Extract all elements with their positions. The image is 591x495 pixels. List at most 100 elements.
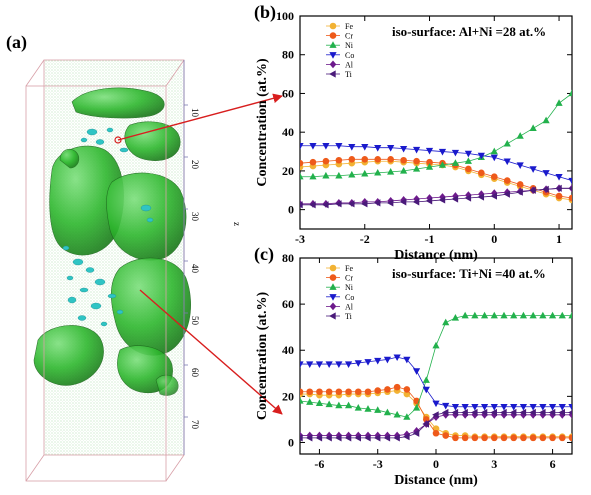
cluster xyxy=(100,321,108,327)
data-point xyxy=(386,199,394,207)
data-point xyxy=(442,318,450,326)
x-tick-label: -6 xyxy=(314,457,324,471)
legend-label: Co xyxy=(345,51,354,60)
legend-label: Cr xyxy=(345,32,353,41)
series-line xyxy=(300,187,572,205)
y-tick-label: 40 xyxy=(282,343,294,357)
x-tick-label: -1 xyxy=(425,232,435,246)
data-point xyxy=(520,434,527,442)
data-point xyxy=(490,408,497,417)
z-tick-label: 60 xyxy=(190,368,200,378)
data-point xyxy=(364,405,372,412)
data-point xyxy=(354,434,361,442)
data-point xyxy=(451,195,459,203)
data-point xyxy=(412,198,420,206)
data-point xyxy=(348,144,356,151)
data-point xyxy=(393,383,401,391)
legend-marker xyxy=(329,294,337,301)
data-point xyxy=(374,155,382,163)
panel-label: (c) xyxy=(254,244,274,265)
x-axis-label: Distance (nm) xyxy=(394,248,478,263)
data-point xyxy=(412,429,420,437)
data-point xyxy=(309,201,316,209)
data-point xyxy=(500,311,508,319)
data-point xyxy=(555,174,563,181)
data-point xyxy=(432,341,440,349)
data-point xyxy=(529,404,537,411)
data-point xyxy=(300,397,304,404)
data-point xyxy=(322,143,330,150)
z-axis-label: z xyxy=(232,222,242,226)
data-point xyxy=(425,147,434,155)
data-point xyxy=(451,404,460,411)
data-point xyxy=(334,434,342,442)
data-point xyxy=(335,401,343,409)
legend-label: Ni xyxy=(345,283,354,292)
data-point xyxy=(548,404,557,411)
data-point xyxy=(529,434,537,442)
data-point xyxy=(490,311,498,319)
data-point xyxy=(309,172,317,180)
arrow-to-panel-b xyxy=(117,93,283,141)
data-point xyxy=(325,361,333,368)
data-point xyxy=(471,404,479,411)
data-point xyxy=(509,408,517,417)
data-point xyxy=(361,155,369,163)
data-point xyxy=(322,157,330,165)
data-point xyxy=(519,408,527,417)
cluster xyxy=(107,293,117,299)
panel-label: (b) xyxy=(254,2,276,23)
iso-surface-annotation: iso-surface: Ti+Ni =40 at.% xyxy=(392,266,546,281)
data-point xyxy=(503,177,511,184)
data-point xyxy=(555,184,562,192)
data-point xyxy=(393,354,401,362)
data-point xyxy=(451,408,459,417)
data-point xyxy=(300,159,304,167)
series-fe xyxy=(300,157,572,204)
data-point xyxy=(538,408,546,417)
data-point xyxy=(500,408,507,417)
data-point xyxy=(503,139,511,147)
plot-area xyxy=(300,311,572,442)
legend-marker xyxy=(329,41,337,48)
legend-label: Co xyxy=(345,293,354,302)
data-point xyxy=(555,192,563,200)
z-tick-label: 30 xyxy=(190,212,200,222)
data-point xyxy=(461,434,469,442)
isosurface-blob xyxy=(59,148,80,169)
x-tick-label: 3 xyxy=(491,457,497,471)
data-point xyxy=(503,190,510,198)
legend-label: Al xyxy=(345,302,354,311)
data-point xyxy=(300,434,303,442)
data-point xyxy=(374,357,382,365)
data-point xyxy=(442,432,450,439)
data-point xyxy=(516,162,524,169)
legend-marker xyxy=(329,302,337,311)
data-point xyxy=(383,434,391,442)
data-point xyxy=(461,311,469,319)
isosurface-blob xyxy=(110,257,191,356)
series-line xyxy=(300,93,572,178)
z-tick-label: 70 xyxy=(190,420,200,430)
data-point xyxy=(387,144,395,152)
x-tick-label: -3 xyxy=(373,457,383,471)
data-point xyxy=(315,399,324,406)
data-point xyxy=(335,143,343,150)
data-point xyxy=(548,311,557,319)
legend-label: Al xyxy=(345,60,354,69)
data-point xyxy=(510,404,518,411)
series-cr xyxy=(300,383,572,442)
data-point xyxy=(412,146,421,154)
panel-a-label: (a) xyxy=(6,32,27,53)
data-point xyxy=(471,434,479,442)
x-tick-label: 0 xyxy=(491,232,497,246)
series-line xyxy=(300,356,572,408)
data-point xyxy=(452,434,459,442)
series-ni xyxy=(300,89,572,180)
z-tick-label: 10 xyxy=(190,108,200,118)
cluster xyxy=(95,139,105,145)
data-point xyxy=(309,143,317,150)
